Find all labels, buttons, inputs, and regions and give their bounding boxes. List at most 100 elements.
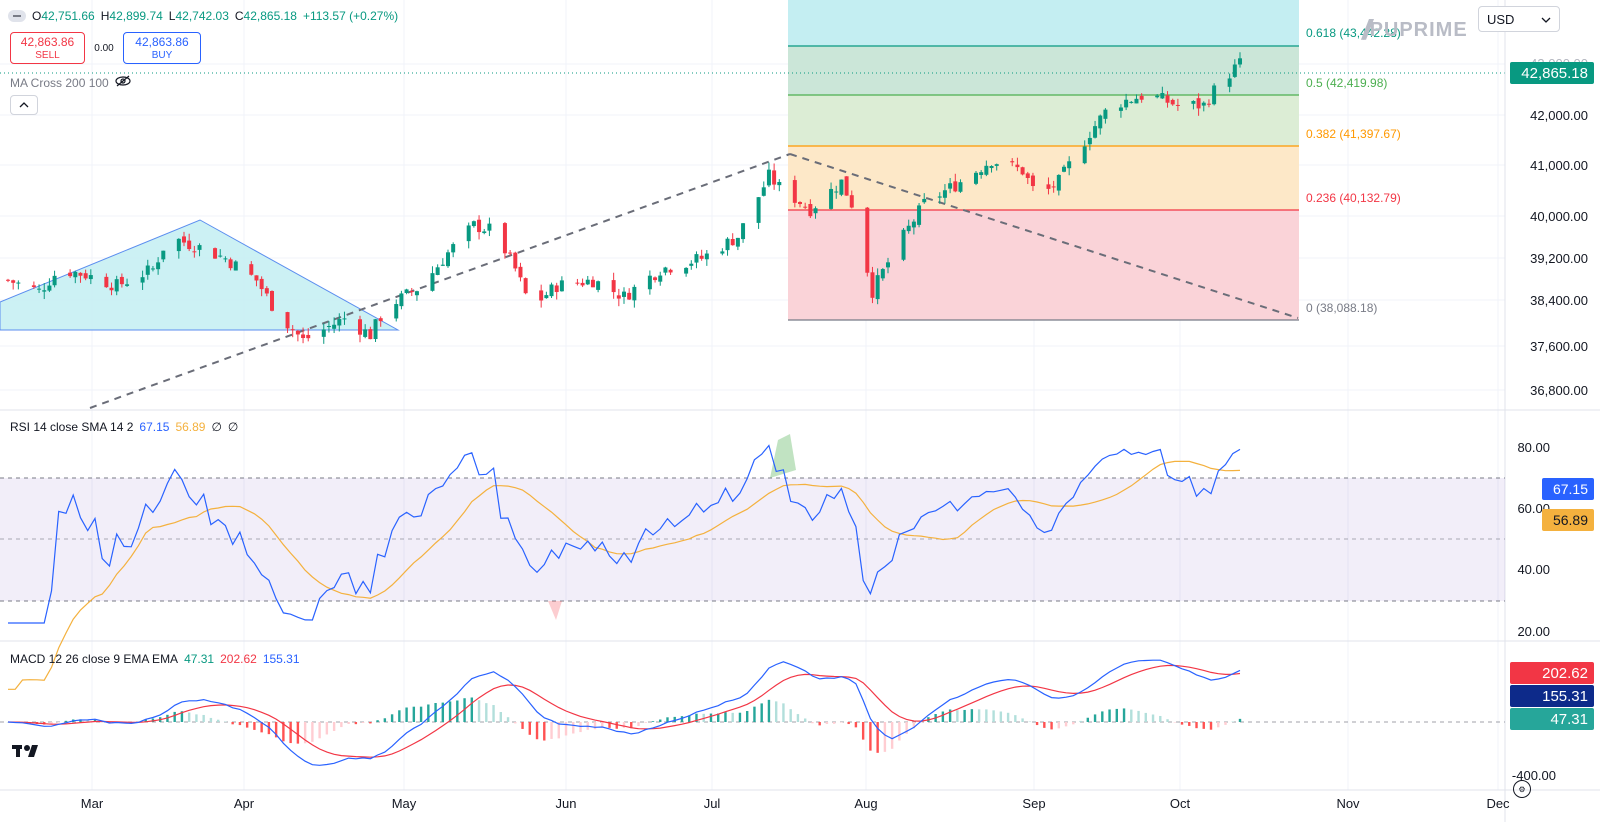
macd-hist-bar [651,721,655,722]
rsi-legend[interactable]: RSI 14 close SMA 14 2 67.15 56.89 ∅ ∅ [10,420,238,434]
macd-hist-bar [905,722,908,734]
macd-hist-bar [1195,722,1198,729]
macd-hist-bar [448,701,452,722]
candle-body [632,286,637,301]
candle-body [772,170,777,185]
candle-body [259,278,264,290]
macd-hist-bar [709,713,713,722]
macd-signal-badge: 202.62 [1510,662,1594,684]
ma-cross-title: MA Cross 200 100 [10,75,109,90]
candle-body [513,252,518,269]
brand-logo: // PUPRIME [1362,14,1468,46]
candle-body [1056,174,1061,191]
macd-hist-bar [803,718,807,722]
macd-hist-bar [644,722,647,723]
currency-select[interactable]: USD [1478,6,1560,32]
macd-hist-bar [919,722,923,723]
trendline-down[interactable] [789,153,1299,319]
macd-hist-bar [847,722,850,725]
macd-hist-bar [1122,708,1126,722]
candle-body [47,285,52,291]
fib-retracement[interactable]: 0.618 (43,442.28) 0.5 (42,419.98) 0.382 … [788,0,1401,321]
candle-body [326,326,331,328]
candle-body [508,252,513,254]
candle-body [1129,101,1134,103]
candle-body [953,181,958,192]
price-tick: 41,000.00 [1530,158,1588,173]
macd-hist-bar [883,722,887,752]
macd-hist-bar [601,722,604,728]
fib-label-05: 0.5 (42,419.98) [1306,76,1387,90]
tradingview-logo-icon[interactable] [12,742,44,765]
candle-body [1212,85,1217,105]
macd-hist-bar [369,722,372,724]
buy-label: BUY [151,50,173,61]
macd-axis[interactable]: -400.00 [1512,768,1556,783]
ma-cross-legend[interactable]: MA Cross 200 100 [10,75,131,90]
candle-body [466,225,471,242]
candle-body [83,273,88,279]
time-tick: Apr [234,796,255,811]
candle-body [901,229,906,260]
candle-body [1046,184,1051,189]
candle-body [984,165,989,175]
macd-hist-bar [470,697,474,722]
candle-body [829,188,834,209]
collapse-indicators-button[interactable] [10,95,38,115]
candle-body [145,265,150,275]
candle-body [544,295,549,299]
candle-body [979,172,984,175]
time-tick: Oct [1170,796,1191,811]
macd-hist-bar [593,722,597,730]
candle-body [150,268,155,270]
candle-body [295,330,300,335]
candle-body [301,334,306,339]
fib-label-0382: 0.382 (41,397.67) [1306,127,1401,141]
sell-button[interactable]: 42,863.86 SELL [10,32,85,64]
macd-hist-bar [245,722,249,728]
candle-body [911,221,916,228]
candle-body [337,319,342,326]
candle-body [518,266,523,278]
macd-hist-bar [811,722,814,724]
macd-hist-bar [796,714,800,722]
candle-body [270,290,274,311]
rsi-axis[interactable]: 80.00 60.00 40.00 20.00 [1517,440,1550,639]
macd-hist-bar [688,715,691,722]
macd-hist-bar [1159,715,1162,722]
macd-hist-bar [535,722,539,740]
candle-body [1165,95,1170,103]
candle-body [109,287,114,291]
buy-button[interactable]: 42,863.86 BUY [123,32,201,64]
eye-hidden-icon[interactable] [115,75,131,90]
candle-body [290,329,295,331]
time-axis[interactable]: Mar Apr May Jun Jul Aug Sep Oct Nov Dec [81,796,1510,811]
candle-body [342,318,347,320]
settings-gear-icon[interactable]: ⚙ [1513,780,1531,798]
macd-hist-bar [1137,710,1140,722]
macd-legend[interactable]: MACD 12 26 close 9 EMA EMA 47.31 202.62 … [10,652,300,666]
macd-hist-bar [825,722,829,724]
rsi-tick: 20.00 [1517,624,1550,639]
collapse-legend-icon[interactable] [8,10,26,22]
candle-body [254,275,259,281]
ohlc-legend: O42,751.66 H42,899.74 L42,742.03 C42,865… [8,9,398,23]
macd-hist-bar [390,714,394,722]
macd-hist-bar [557,722,560,739]
candle-body [321,329,326,337]
buy-price: 42,863.86 [135,35,189,49]
fib-label-0: 0 (38,088.18) [1306,301,1377,315]
price-axis[interactable]: 43,000.00 42,000.00 41,000.00 40,000.00 … [1530,56,1588,398]
current-price-badge: 42,865.18 [1510,62,1594,84]
candle-body [1062,166,1066,172]
sell-label: SELL [35,50,60,61]
candle-body [756,197,761,223]
rsi-oversold-fill [548,601,562,620]
candle-body [720,251,725,254]
macd-hist-bar [622,722,626,728]
macd-hist-bar [427,704,430,722]
candle-body [446,252,450,267]
candle-body [1206,103,1211,105]
macd-hist-bar [1043,722,1046,728]
